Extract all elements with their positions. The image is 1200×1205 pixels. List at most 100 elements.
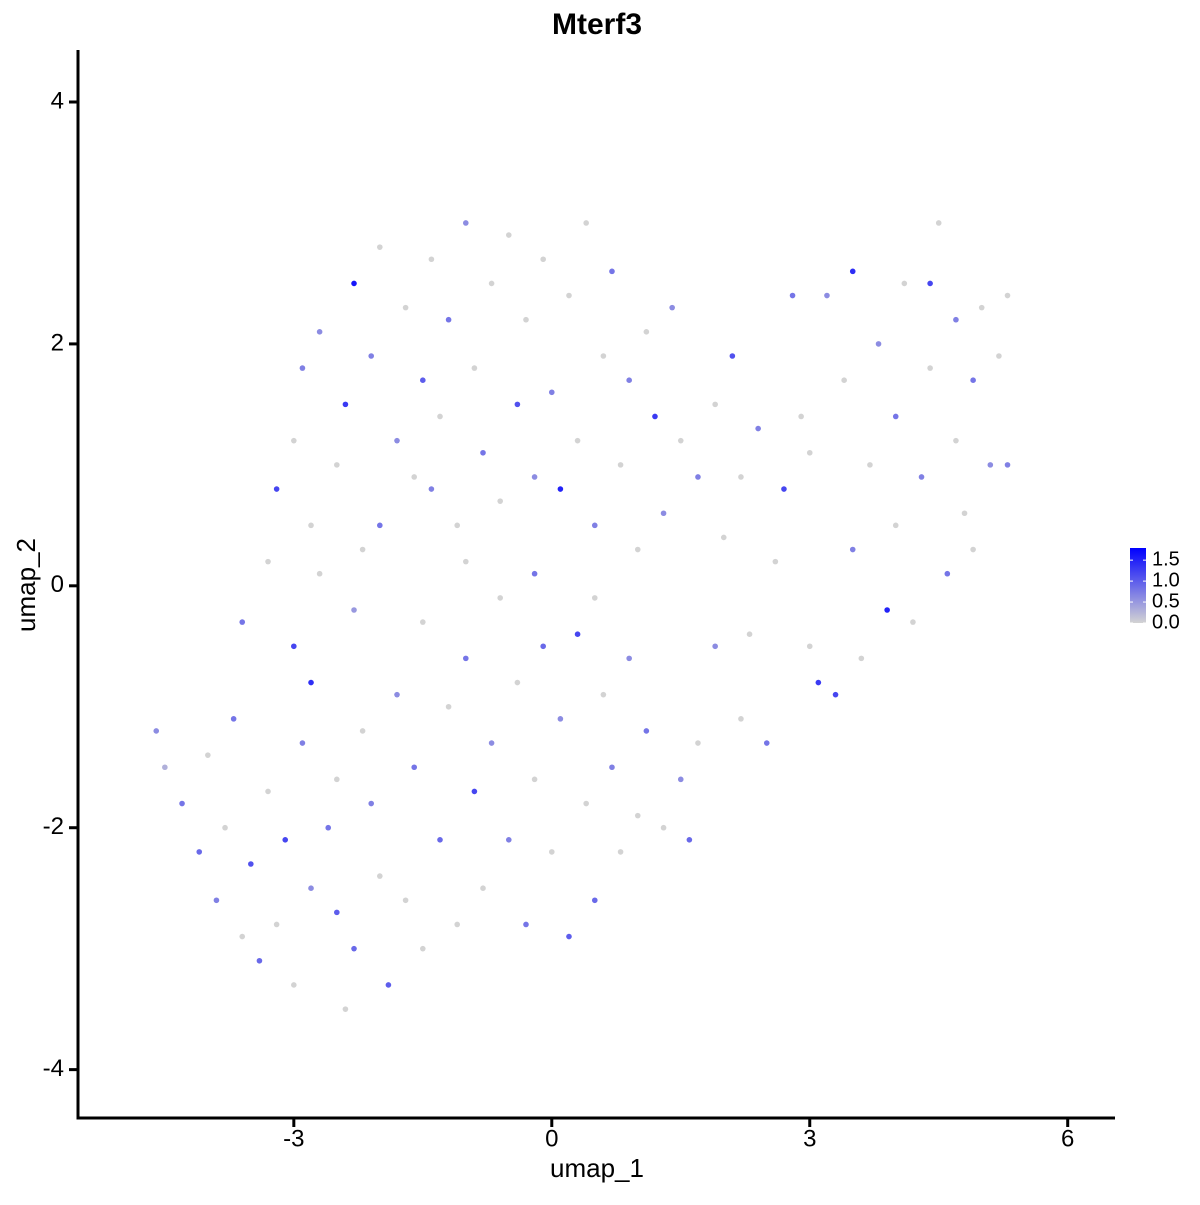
point (248, 861, 254, 867)
point (548, 849, 555, 855)
point (600, 353, 607, 359)
point (291, 437, 297, 444)
point (480, 885, 486, 891)
point (428, 256, 435, 263)
point (609, 764, 615, 771)
x-axis-label: umap_1 (550, 1153, 644, 1183)
point (660, 824, 667, 831)
x-tick-label: 3 (803, 1125, 816, 1152)
y-tick-label: 2 (51, 329, 64, 356)
y-tick-label: -2 (43, 813, 64, 840)
point (531, 570, 538, 577)
point (695, 474, 701, 480)
point (153, 728, 160, 734)
point (858, 655, 865, 662)
point (987, 462, 994, 468)
point (557, 486, 564, 492)
point (351, 280, 357, 287)
point (463, 655, 469, 662)
point (626, 655, 632, 662)
y-tick-label: 4 (51, 87, 64, 114)
point (454, 921, 461, 928)
point (471, 365, 478, 371)
point (652, 413, 658, 420)
y-axis-label: umap_2 (11, 538, 41, 632)
point (463, 558, 469, 565)
point (316, 329, 323, 335)
point (643, 329, 650, 335)
point (463, 220, 469, 226)
point (849, 268, 856, 275)
point (351, 945, 357, 952)
point (996, 353, 1002, 359)
point (548, 389, 555, 396)
point (385, 982, 392, 988)
point (901, 280, 908, 287)
point (316, 570, 323, 577)
point (437, 837, 443, 843)
point (325, 824, 332, 831)
point (402, 897, 409, 904)
point (953, 316, 959, 323)
point (798, 413, 804, 420)
point (1004, 292, 1011, 299)
point (677, 776, 684, 783)
point (497, 498, 503, 504)
point (523, 316, 529, 323)
point (815, 679, 822, 686)
point (488, 280, 495, 287)
point (377, 244, 383, 250)
x-tick-label: 0 (545, 1125, 558, 1152)
point (961, 510, 968, 517)
point (342, 1006, 349, 1012)
point (677, 437, 684, 444)
point (720, 534, 727, 541)
point (480, 449, 486, 456)
point (454, 522, 461, 529)
point (660, 510, 667, 517)
point (935, 220, 942, 226)
point (265, 788, 271, 795)
point (239, 619, 246, 625)
point (523, 921, 529, 928)
point (256, 957, 263, 964)
point (841, 377, 847, 383)
point (695, 740, 701, 746)
point (437, 413, 443, 420)
point (299, 740, 306, 746)
point (574, 437, 581, 444)
point (617, 849, 624, 855)
point (179, 800, 185, 807)
point (497, 595, 503, 601)
point (944, 570, 951, 577)
point (273, 921, 280, 928)
point (368, 353, 375, 359)
point (334, 776, 340, 783)
point (377, 522, 383, 529)
point (265, 558, 271, 565)
colorbar-label: 1.5 (1152, 548, 1180, 570)
point (978, 304, 985, 311)
point (686, 837, 693, 843)
point (738, 716, 744, 722)
point (213, 897, 220, 904)
point (377, 873, 383, 879)
point (892, 413, 899, 420)
point (291, 643, 297, 650)
point (239, 933, 246, 940)
point (626, 377, 632, 383)
point (591, 897, 598, 904)
point (420, 945, 426, 952)
point (574, 631, 581, 637)
point (738, 474, 744, 480)
point (729, 353, 736, 359)
point (334, 462, 340, 468)
point (591, 595, 598, 601)
point (394, 691, 400, 698)
point (505, 837, 512, 843)
point (540, 643, 546, 650)
point (428, 486, 435, 492)
colorbar-label: 0.5 (1152, 590, 1180, 612)
point (420, 377, 426, 383)
